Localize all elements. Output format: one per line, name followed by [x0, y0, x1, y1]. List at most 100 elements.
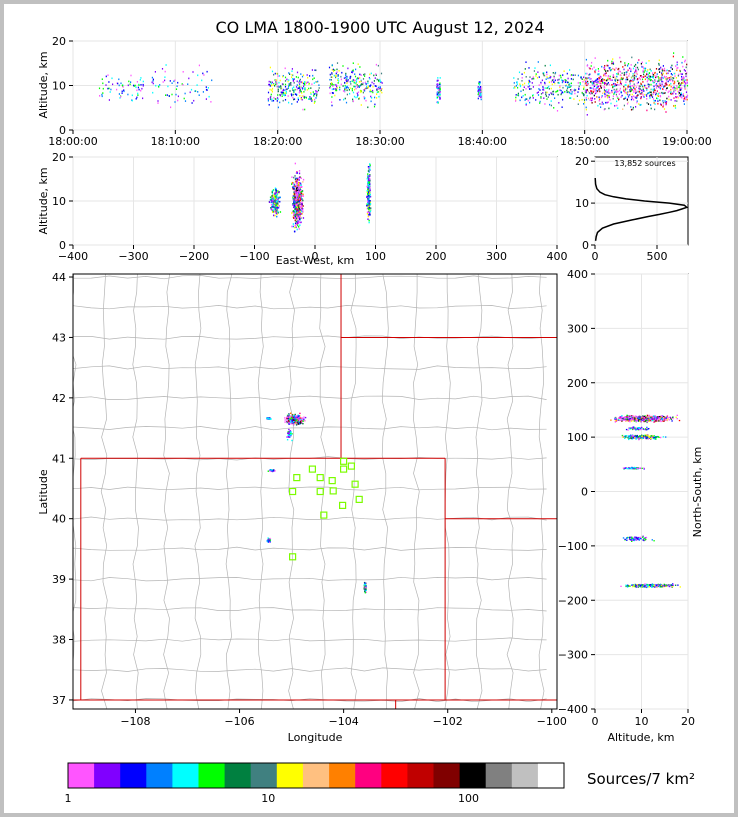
east-west-point: [275, 205, 277, 207]
east-west-point: [299, 183, 301, 185]
time-altitude-point: [542, 86, 544, 88]
map-source-point: [288, 420, 291, 422]
time-altitude-point: [679, 84, 682, 87]
time-altitude-point: [273, 96, 275, 99]
time-altitude-point: [653, 74, 655, 77]
time-altitude-point: [670, 73, 672, 75]
time-altitude-point: [672, 55, 674, 58]
time-altitude-point: [612, 67, 614, 70]
time-altitude-point: [349, 92, 351, 95]
time-altitude-point: [315, 97, 317, 99]
north-south-point: [655, 420, 657, 422]
east-west-point: [301, 190, 304, 192]
north-south-point: [628, 416, 631, 418]
north-south-point: [630, 419, 632, 422]
east-west-point: [274, 192, 276, 195]
map-source-point: [287, 420, 290, 422]
east-west-point: [298, 202, 300, 204]
north-south-point: [635, 467, 637, 469]
time-altitude-point: [285, 92, 287, 94]
time-altitude-point: [642, 81, 644, 83]
time-altitude-point: [282, 91, 284, 94]
north-south-point: [630, 434, 632, 436]
east-west-point: [273, 203, 276, 206]
time-altitude-point: [552, 72, 554, 74]
time-altitude-point: [590, 97, 592, 100]
east-west-point: [293, 215, 295, 218]
time-altitude-point: [611, 60, 613, 63]
east-west-point: [271, 191, 273, 194]
time-altitude-point: [615, 88, 618, 91]
north-south-point: [645, 585, 647, 587]
time-altitude-point: [288, 101, 290, 104]
time-altitude-point: [597, 68, 599, 70]
north-south-point: [650, 437, 652, 439]
east-west-point: [292, 198, 294, 200]
east-west-point: [368, 185, 371, 187]
time-altitude-point: [630, 90, 633, 92]
north-south-point: [642, 416, 644, 418]
north-south-point: [620, 419, 622, 421]
east-west-point: [294, 214, 296, 217]
time-altitude-point: [591, 68, 593, 70]
time-altitude-point: [330, 82, 333, 84]
time-altitude-point: [651, 76, 653, 78]
longitude-ticks: −108 −106 −104 −102 −100: [120, 709, 567, 728]
time-altitude-point: [614, 77, 616, 80]
source-count-annotation: 13,852 sources: [614, 159, 675, 168]
time-altitude-point: [339, 86, 341, 89]
north-south-point: [652, 420, 654, 422]
time-altitude-point: [585, 97, 587, 99]
north-south-point: [649, 435, 651, 437]
time-altitude-point: [646, 102, 648, 104]
colorbar-cell: [172, 763, 199, 788]
time-altitude-point: [598, 88, 600, 90]
time-altitude-point: [588, 74, 590, 76]
north-south-point: [628, 417, 630, 419]
east-west-point: [276, 209, 278, 211]
time-altitude-point: [685, 91, 688, 93]
time-altitude-point: [374, 96, 376, 99]
north-south-point: [655, 416, 657, 418]
histogram-y-tick-label: 0: [582, 239, 589, 252]
east-west-point: [300, 191, 302, 193]
time-altitude-point: [579, 83, 581, 86]
time-altitude-point: [286, 88, 288, 90]
time-altitude-point: [588, 67, 590, 69]
time-altitude-point: [375, 73, 377, 75]
time-altitude-point: [480, 98, 482, 101]
time-altitude-point: [529, 76, 531, 78]
time-altitude-point: [611, 91, 613, 93]
county-line: [73, 274, 77, 666]
time-altitude-point: [624, 91, 626, 93]
time-altitude-point: [637, 90, 639, 93]
north-south-point: [631, 419, 633, 421]
time-altitude-point: [553, 107, 555, 109]
time-altitude-point: [630, 68, 632, 70]
time-altitude-point: [558, 82, 560, 84]
time-altitude-point: [657, 97, 659, 100]
east-west-point: [275, 196, 278, 198]
time-altitude-point: [620, 77, 622, 79]
time-altitude-point: [520, 90, 522, 93]
north-south-point: [632, 415, 634, 417]
time-altitude-point: [355, 87, 357, 90]
map-source-point: [290, 433, 292, 435]
time-altitude-point: [612, 62, 614, 65]
time-altitude-point: [518, 71, 521, 74]
time-altitude-point: [679, 95, 681, 97]
north-south-point: [637, 427, 639, 429]
time-altitude-point: [177, 99, 179, 102]
time-altitude-point: [665, 79, 668, 82]
time-altitude-point: [336, 62, 339, 64]
time-altitude-point: [674, 105, 676, 108]
east-west-point: [300, 210, 302, 213]
time-altitude-point: [288, 72, 290, 74]
map-source-point: [289, 416, 291, 419]
time-altitude-point: [628, 96, 630, 99]
east-west-point: [295, 190, 297, 192]
time-altitude-point: [107, 74, 109, 76]
time-altitude-point: [290, 93, 292, 95]
time-altitude-point: [608, 94, 610, 97]
north-south-point: [643, 537, 645, 540]
